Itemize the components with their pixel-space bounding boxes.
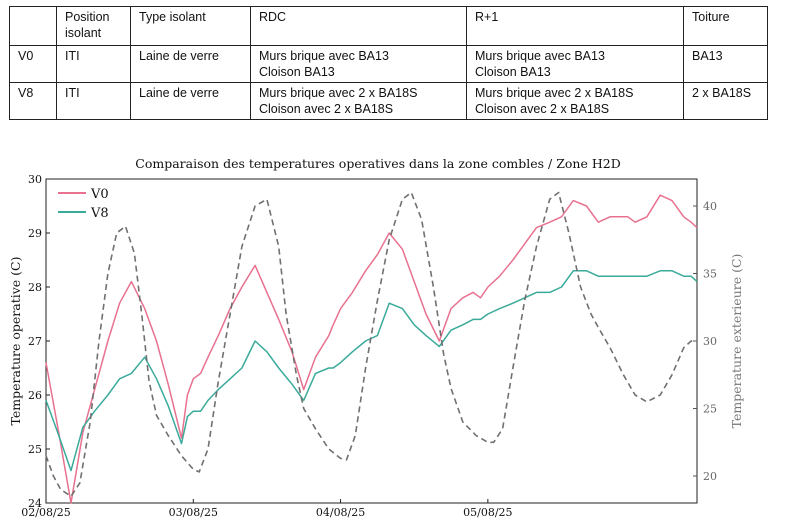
table-cell: V0 <box>9 45 57 83</box>
table-cell: Laine de verre <box>130 45 251 83</box>
header-cell: Type isolant <box>130 6 251 46</box>
x-tick-label: 03/08/25 <box>169 506 218 519</box>
header-cell: RDC <box>250 6 467 46</box>
table-cell: Murs brique avec BA13 Cloison BA13 <box>466 45 684 83</box>
y2-tick-label: 30 <box>703 335 717 348</box>
header-cell: Toiture <box>683 6 768 46</box>
y2-tick-label: 35 <box>703 268 717 281</box>
legend-label: V8 <box>90 206 109 221</box>
table-cell: ITI <box>56 82 131 120</box>
plot-frame <box>45 178 698 504</box>
table-cell: Murs brique avec 2 x BA18S Cloison avec … <box>250 82 467 120</box>
x-tick-label: 04/08/25 <box>316 506 365 519</box>
table-cell: 2 x BA18S <box>683 82 768 120</box>
temperature-chart: Comparaison des temperatures operatives … <box>8 156 744 519</box>
table-header-row: Position isolant Type isolant RDC R+1 To… <box>9 6 768 46</box>
table-cell: Murs brique avec BA13 Cloison BA13 <box>250 45 467 83</box>
y-tick-label: 27 <box>28 335 42 348</box>
y-tick-label: 28 <box>28 281 42 294</box>
y-tick-label: 26 <box>28 389 42 402</box>
table-row: V0 ITI Laine de verre Murs brique avec B… <box>9 45 768 83</box>
header-cell <box>9 6 57 46</box>
table-row: V8 ITI Laine de verre Murs brique avec 2… <box>9 82 768 120</box>
y-tick-label: 24 <box>28 497 42 510</box>
y-tick-label: 29 <box>28 227 42 240</box>
table-cell: V8 <box>9 82 57 120</box>
table-cell: ITI <box>56 45 131 83</box>
header-cell: Position isolant <box>56 6 131 46</box>
header-cell: R+1 <box>466 6 684 46</box>
series-line-v0 <box>45 194 698 504</box>
x-tick-label: 02/08/25 <box>21 506 70 519</box>
table-cell: Murs brique avec 2 x BA18S Cloison avec … <box>466 82 684 120</box>
chart-title: Comparaison des temperatures operatives … <box>135 156 620 171</box>
table-cell: BA13 <box>683 45 768 83</box>
y2-axis-label: Temperature exterieure (C) <box>729 254 744 429</box>
y-tick-label: 25 <box>28 443 42 456</box>
legend-label: V0 <box>90 187 109 202</box>
series-line-v8 <box>45 270 698 472</box>
y2-tick-label: 25 <box>703 403 717 416</box>
series-line-temperature-exterieure <box>45 191 697 498</box>
y-axis-label: Temperature operative (C) <box>8 257 23 426</box>
y-tick-label: 30 <box>28 173 42 186</box>
table-cell: Laine de verre <box>130 82 251 120</box>
y2-tick-label: 40 <box>703 200 717 213</box>
y2-tick-label: 20 <box>703 470 717 483</box>
x-tick-label: 05/08/25 <box>463 506 512 519</box>
spec-table: Position isolant Type isolant RDC R+1 To… <box>9 6 768 120</box>
